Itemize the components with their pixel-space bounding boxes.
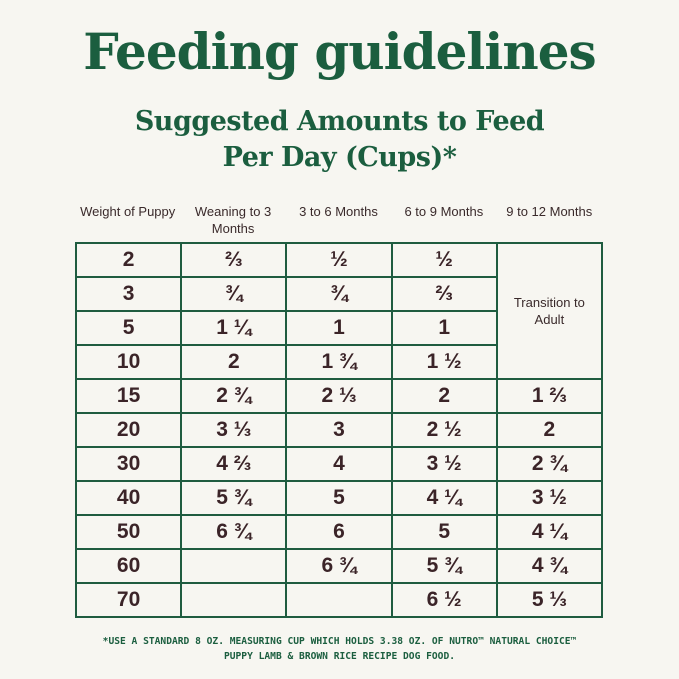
column-header: 3 to 6 Months xyxy=(299,204,378,219)
table-cell: 3 ½ xyxy=(390,446,498,482)
table-cell: 15 xyxy=(74,378,183,414)
table-cell: 1 ¾ xyxy=(285,344,393,380)
table-cell: 4 ¼ xyxy=(495,514,604,550)
table-cell: 2 ⅓ xyxy=(285,378,393,414)
table-cell: 6 ¾ xyxy=(285,548,393,584)
table-cell: 1 ½ xyxy=(390,344,498,380)
table-cell xyxy=(285,582,393,618)
table-cell: 3 ½ xyxy=(495,480,604,516)
table-cell: 6 xyxy=(285,514,393,550)
table-cell: 1 ⅔ xyxy=(495,378,604,414)
table-cell: ⅔ xyxy=(180,242,288,278)
table-cell: 6 ¾ xyxy=(180,514,288,550)
table-cell: 3 xyxy=(285,412,393,448)
table-cell: 2 xyxy=(390,378,498,414)
table-cell: 5 xyxy=(285,480,393,516)
table-cell: ½ xyxy=(285,242,393,278)
table-cell: 70 xyxy=(74,582,183,618)
table-cell: 4 ⅔ xyxy=(180,446,288,482)
table-cell: ⅔ xyxy=(390,276,498,312)
table-cell: 3 xyxy=(74,276,183,312)
table-cell: 1 ¼ xyxy=(180,310,288,346)
table-cell: 40 xyxy=(74,480,183,516)
table-cell: 30 xyxy=(74,446,183,482)
table-cell: 5 ¾ xyxy=(390,548,498,584)
table-cell: 2 xyxy=(74,242,183,278)
footnote: *USE A STANDARD 8 OZ. MEASURING CUP WHIC… xyxy=(0,634,679,664)
table-cell: 5 xyxy=(390,514,498,550)
table-cell: 2 ¾ xyxy=(180,378,288,414)
transition-cell: Transition to Adult xyxy=(495,242,604,380)
table-cell: 2 ½ xyxy=(390,412,498,448)
table-cell: 5 ⅓ xyxy=(495,582,604,618)
column-header: 6 to 9 Months xyxy=(404,204,484,219)
table-cell: 6 ½ xyxy=(390,582,498,618)
column-header: Weaning to 3 Months xyxy=(194,204,272,236)
table-cell: 4 xyxy=(285,446,393,482)
table-cell: 60 xyxy=(74,548,183,584)
table-cell: 20 xyxy=(74,412,183,448)
table-cell: 1 xyxy=(390,310,498,346)
table-cell: 2 xyxy=(180,344,288,380)
subtitle-line-1: Suggested Amounts to Feed xyxy=(134,106,545,137)
column-headers: Weight of Puppy Weaning to 3 Months 3 to… xyxy=(75,203,602,237)
subtitle-line-2: Per Day (Cups)* xyxy=(222,142,457,173)
table-cell: 50 xyxy=(74,514,183,550)
column-header: 9 to 12 Months xyxy=(506,204,593,219)
table-cell: 2 ¾ xyxy=(495,446,604,482)
page-title: Feeding guidelines xyxy=(83,22,596,81)
table-cell: 4 ¾ xyxy=(495,548,604,584)
table-cell: ¾ xyxy=(285,276,393,312)
table-cell: 1 xyxy=(285,310,393,346)
table-cell: ½ xyxy=(390,242,498,278)
footnote-line-1: *USE A STANDARD 8 OZ. MEASURING CUP WHIC… xyxy=(102,636,577,647)
table-cell: 5 xyxy=(74,310,183,346)
table-row: 2 ⅔ ½ ½ Transition to Adult xyxy=(74,242,604,380)
table-cell: ¾ xyxy=(180,276,288,312)
table-cell: 2 xyxy=(495,412,604,448)
footnote-line-2: PUPPY LAMB & BROWN RICE RECIPE DOG FOOD. xyxy=(223,651,456,662)
table-cell: 3 ⅓ xyxy=(180,412,288,448)
subtitle: Suggested Amounts to Feed Per Day (Cups)… xyxy=(0,104,679,176)
table-cell xyxy=(180,582,288,618)
table-cell: 10 xyxy=(74,344,183,380)
table-cell: 5 ¾ xyxy=(180,480,288,516)
column-header: Weight of Puppy xyxy=(80,204,176,219)
table-cell xyxy=(180,548,288,584)
table-cell: 4 ¼ xyxy=(390,480,498,516)
